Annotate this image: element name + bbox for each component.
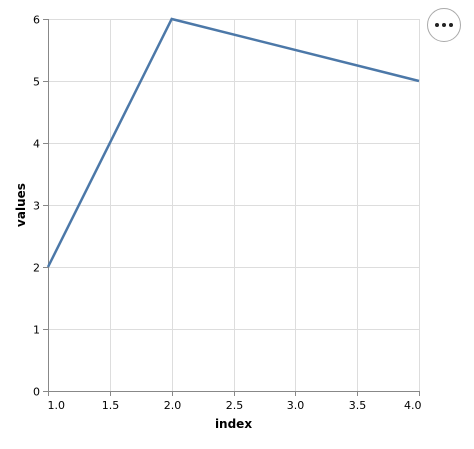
more-horizontal-icon-dot — [442, 23, 446, 27]
more-horizontal-icon-dot — [449, 23, 453, 27]
y-tick-label: 3 — [33, 200, 40, 213]
chart-actions-menu-button[interactable] — [427, 8, 461, 42]
x-tick-label: 4.0 — [404, 399, 422, 412]
x-tick-label: 3.5 — [349, 399, 367, 412]
grid-layer — [48, 19, 420, 392]
x-tick-label: 1.5 — [102, 399, 120, 412]
series-line — [46, 17, 420, 268]
x-tick-label: 1.0 — [48, 399, 66, 412]
x-tick-label: 2.5 — [226, 399, 244, 412]
y-tick-label: 0 — [33, 386, 40, 399]
y-axis-title: values — [14, 183, 28, 227]
axis-layer: 1.0 1.5 2.0 2.5 3.0 3.5 4.0 0 1 2 3 4 5 6 — [33, 14, 422, 413]
x-tick-label: 3.0 — [287, 399, 305, 412]
x-axis-title: index — [215, 417, 252, 431]
x-tick-label: 2.0 — [164, 399, 182, 412]
y-tick-label: 4 — [33, 138, 40, 151]
y-tick-label: 5 — [33, 76, 40, 89]
y-tick-label: 6 — [33, 14, 40, 27]
series-layer — [46, 17, 420, 268]
y-tick-label: 2 — [33, 262, 40, 275]
more-horizontal-icon — [435, 23, 439, 27]
y-tick-label: 1 — [33, 324, 40, 337]
